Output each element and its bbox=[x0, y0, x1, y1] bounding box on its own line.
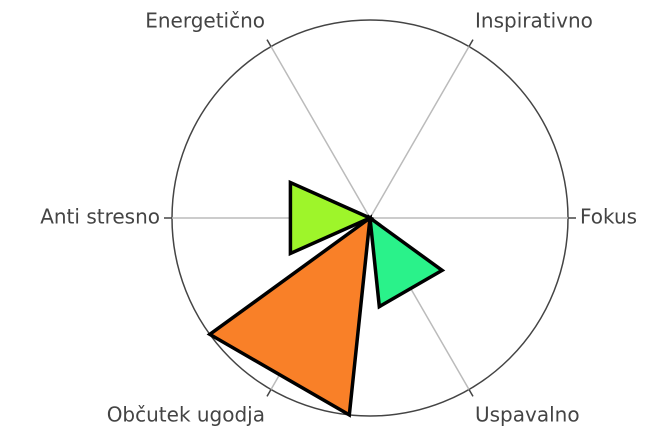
angular-tick bbox=[266, 389, 272, 397]
spoke bbox=[369, 46, 470, 219]
category-label: Anti stresno bbox=[40, 205, 160, 229]
angular-tick bbox=[468, 389, 474, 397]
spoke bbox=[270, 46, 371, 219]
category-label: Občutek ugodja bbox=[107, 402, 265, 426]
category-label: Uspavalno bbox=[475, 402, 580, 426]
category-label: Inspirativno bbox=[475, 9, 593, 33]
wedge bbox=[367, 214, 446, 310]
category-label: Fokus bbox=[580, 205, 637, 229]
wedge bbox=[288, 179, 375, 257]
category-label: Energetično bbox=[145, 9, 265, 33]
wedge bbox=[206, 214, 373, 418]
angular-tick bbox=[468, 39, 474, 47]
angular-tick bbox=[266, 39, 272, 47]
